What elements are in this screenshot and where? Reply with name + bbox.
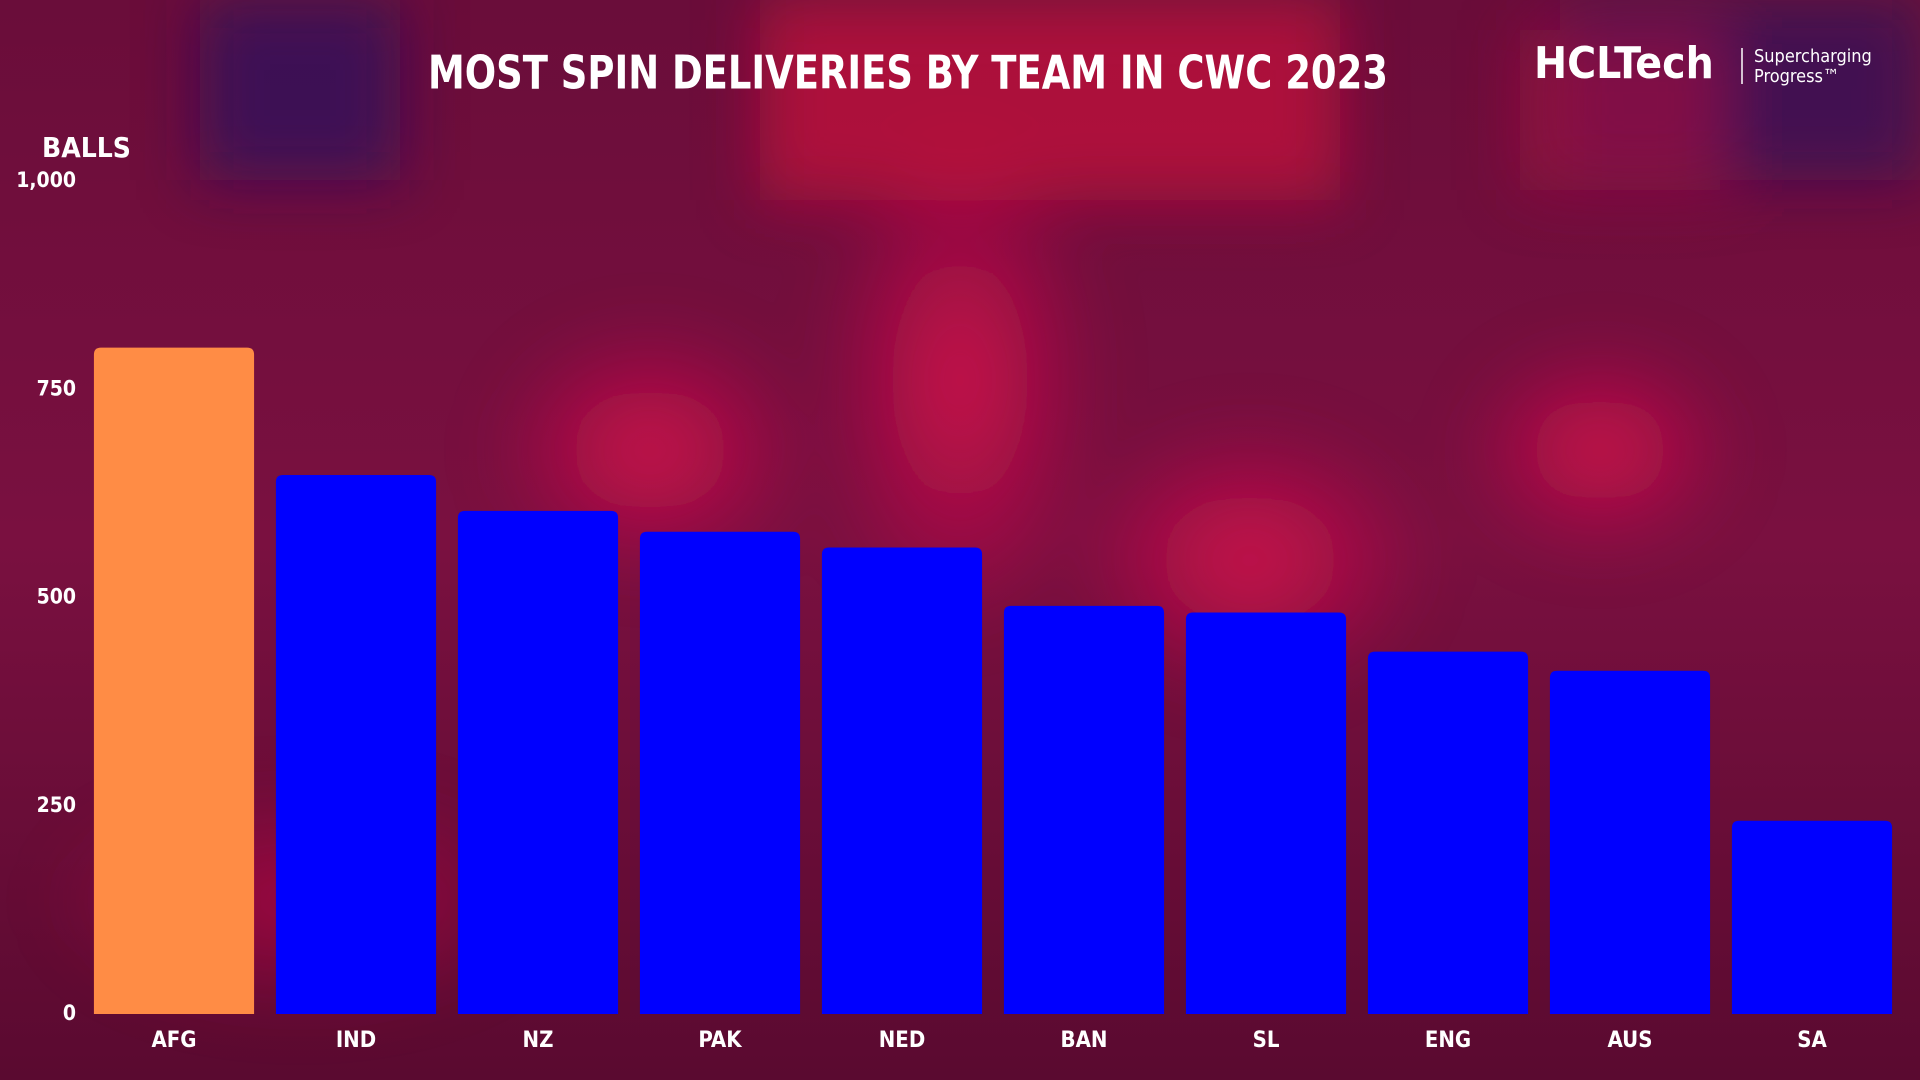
x-tick-label: NED <box>879 1028 926 1053</box>
bar <box>1549 670 1711 1014</box>
bar <box>1731 820 1893 1014</box>
x-tick-label: AUS <box>1608 1028 1653 1053</box>
y-tick-label: 0 <box>63 1001 76 1025</box>
x-tick-label: SA <box>1797 1028 1827 1053</box>
brand-name: HCLTech <box>1534 38 1714 89</box>
x-tick-label: PAK <box>698 1028 742 1053</box>
y-tick-label: 250 <box>37 793 76 817</box>
bar <box>457 510 619 1014</box>
bar <box>1367 651 1529 1014</box>
x-tick-label: NZ <box>523 1028 554 1053</box>
x-tick-label: SL <box>1253 1028 1280 1053</box>
y-tick-label: 750 <box>37 376 76 400</box>
bar <box>93 347 255 1015</box>
bar <box>821 547 983 1014</box>
bar <box>275 475 437 1014</box>
bar <box>1185 612 1347 1014</box>
x-tick-label: IND <box>336 1028 376 1053</box>
x-tick-label: AFG <box>151 1028 196 1053</box>
x-tick-label: BAN <box>1061 1028 1108 1053</box>
y-tick-label: 1,000 <box>16 168 76 192</box>
brand-tagline: Supercharging <box>1754 46 1872 67</box>
bar <box>1003 605 1165 1014</box>
x-tick-label: ENG <box>1425 1028 1471 1053</box>
bar <box>639 531 801 1014</box>
brand-tagline: Progress™ <box>1754 66 1839 87</box>
y-tick-label: 500 <box>37 585 76 609</box>
chart-title: MOST SPIN DELIVERIES BY TEAM IN CWC 2023 <box>428 46 1388 100</box>
y-axis-label: BALLS <box>42 131 131 164</box>
